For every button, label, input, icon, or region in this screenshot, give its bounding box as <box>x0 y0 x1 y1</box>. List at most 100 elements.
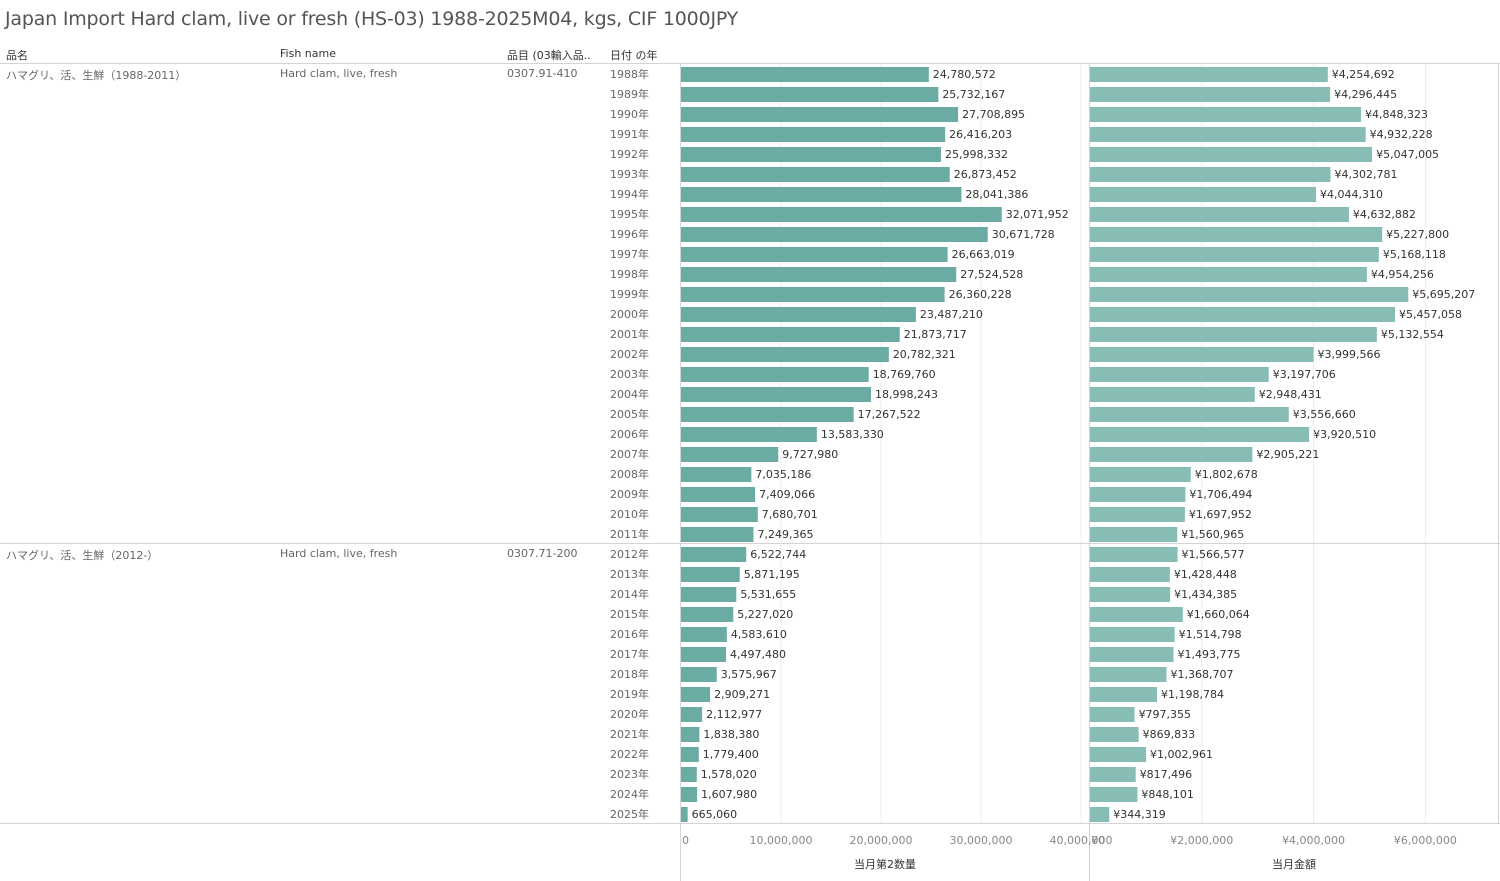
year-label: 1993年 <box>610 167 649 181</box>
quantity-bar[interactable] <box>681 67 929 82</box>
value-bar[interactable] <box>1090 787 1138 802</box>
value-bar[interactable] <box>1090 107 1361 122</box>
value-bar[interactable] <box>1090 227 1383 242</box>
value-bar[interactable] <box>1090 487 1186 502</box>
value-data-label: ¥344,319 <box>1113 808 1166 821</box>
value-bar[interactable] <box>1090 767 1136 782</box>
value-bar[interactable] <box>1090 167 1331 182</box>
quantity-bar[interactable] <box>681 227 988 242</box>
quantity-bar[interactable] <box>681 327 900 342</box>
value-bar[interactable] <box>1090 147 1373 162</box>
value-data-label: ¥2,948,431 <box>1259 388 1322 401</box>
value-bar[interactable] <box>1090 467 1191 482</box>
quantity-bar[interactable] <box>681 207 1002 222</box>
quantity-bar[interactable] <box>681 407 854 422</box>
year-label: 2001年 <box>610 327 649 341</box>
quantity-bar[interactable] <box>681 567 740 582</box>
quantity-bar[interactable] <box>681 247 948 262</box>
value-bar[interactable] <box>1090 247 1379 262</box>
quantity-bar[interactable] <box>681 687 711 702</box>
value-bar[interactable] <box>1090 87 1331 102</box>
value-bar[interactable] <box>1090 547 1178 562</box>
value-bars[interactable]: ¥4,254,692 ¥4,296,445 ¥4,848,323 ¥4,932,228… <box>1090 67 1475 822</box>
value-bar[interactable] <box>1090 747 1147 762</box>
quantity-data-label: 2,909,271 <box>714 688 770 701</box>
value-bar[interactable] <box>1090 507 1185 522</box>
year-label: 2000年 <box>610 307 649 321</box>
quantity-bar[interactable] <box>681 807 688 822</box>
year-label: 2005年 <box>610 407 649 421</box>
value-bar[interactable] <box>1090 647 1174 662</box>
quantity-bar[interactable] <box>681 607 734 622</box>
quantity-tick-label: 30,000,000 <box>950 834 1013 847</box>
quantity-bar[interactable] <box>681 127 946 142</box>
value-bar[interactable] <box>1090 267 1367 282</box>
header-item-name[interactable]: 品名 <box>6 49 28 62</box>
value-tick-label: ¥6,000,000 <box>1394 834 1457 847</box>
quantity-bar[interactable] <box>681 427 817 442</box>
value-bar[interactable] <box>1090 387 1255 402</box>
quantity-bar[interactable] <box>681 767 697 782</box>
value-bar[interactable] <box>1090 727 1139 742</box>
value-bar[interactable] <box>1090 127 1366 142</box>
chart-title: Japan Import Hard clam, live or fresh (H… <box>5 8 739 30</box>
quantity-bar[interactable] <box>681 707 703 722</box>
quantity-data-label: 3,575,967 <box>721 668 777 681</box>
header-fish-name[interactable]: Fish name <box>280 47 336 60</box>
value-bar[interactable] <box>1090 707 1135 722</box>
value-bar[interactable] <box>1090 807 1110 822</box>
quantity-bar[interactable] <box>681 187 962 202</box>
quantity-data-label: 1,578,020 <box>701 768 757 781</box>
value-bar[interactable] <box>1090 407 1289 422</box>
value-bar[interactable] <box>1090 287 1409 302</box>
quantity-bar[interactable] <box>681 287 945 302</box>
quantity-bars[interactable]: 24,780,572 25,732,167 27,708,895 26,416,203… <box>681 67 1069 822</box>
value-bar[interactable] <box>1090 687 1158 702</box>
quantity-data-label: 1,838,380 <box>703 728 759 741</box>
quantity-bar[interactable] <box>681 587 737 602</box>
value-bar[interactable] <box>1090 627 1175 642</box>
quantity-data-label: 18,998,243 <box>875 388 938 401</box>
quantity-bar[interactable] <box>681 307 916 322</box>
value-bar[interactable] <box>1090 427 1310 442</box>
value-bar[interactable] <box>1090 187 1317 202</box>
quantity-bar[interactable] <box>681 647 726 662</box>
quantity-bar[interactable] <box>681 367 869 382</box>
header-year[interactable]: 日付 の年 <box>610 49 658 62</box>
year-label: 2015年 <box>610 607 649 621</box>
quantity-bar[interactable] <box>681 667 717 682</box>
quantity-bar[interactable] <box>681 547 747 562</box>
value-bar[interactable] <box>1090 327 1377 342</box>
quantity-bar[interactable] <box>681 107 959 122</box>
quantity-bar[interactable] <box>681 487 756 502</box>
quantity-bar[interactable] <box>681 507 758 522</box>
value-bar[interactable] <box>1090 367 1269 382</box>
value-bar[interactable] <box>1090 607 1183 622</box>
quantity-bar[interactable] <box>681 387 871 402</box>
quantity-bar[interactable] <box>681 267 957 282</box>
value-bar[interactable] <box>1090 567 1170 582</box>
quantity-bar[interactable] <box>681 727 700 742</box>
quantity-bar[interactable] <box>681 467 752 482</box>
quantity-bar[interactable] <box>681 147 941 162</box>
value-bar[interactable] <box>1090 67 1328 82</box>
quantity-bar[interactable] <box>681 347 889 362</box>
value-data-label: ¥5,047,005 <box>1376 148 1439 161</box>
quantity-bar[interactable] <box>681 627 727 642</box>
quantity-bar[interactable] <box>681 447 779 462</box>
value-bar[interactable] <box>1090 307 1395 322</box>
quantity-bar[interactable] <box>681 787 698 802</box>
header-hs-code[interactable]: 品目 (03輸入品.. <box>507 49 591 62</box>
value-bar[interactable] <box>1090 527 1178 542</box>
value-bar[interactable] <box>1090 347 1314 362</box>
value-bar[interactable] <box>1090 447 1253 462</box>
quantity-data-label: 5,227,020 <box>737 608 793 621</box>
value-data-label: ¥1,802,678 <box>1195 468 1258 481</box>
value-bar[interactable] <box>1090 587 1171 602</box>
value-bar[interactable] <box>1090 667 1167 682</box>
value-bar[interactable] <box>1090 207 1349 222</box>
quantity-bar[interactable] <box>681 87 939 102</box>
quantity-bar[interactable] <box>681 527 754 542</box>
quantity-bar[interactable] <box>681 167 950 182</box>
quantity-bar[interactable] <box>681 747 699 762</box>
